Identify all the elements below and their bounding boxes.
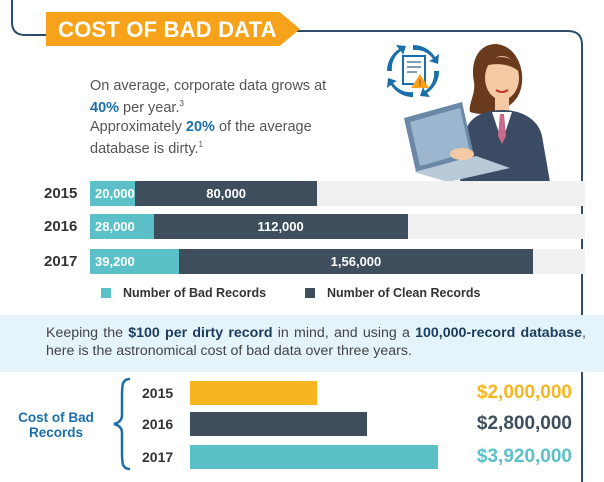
cost-bar <box>190 412 368 436</box>
bar-clean-value-label: 1,56,000 <box>330 254 382 269</box>
section-title-badge: COST OF BAD DATA <box>46 12 300 46</box>
year-label: 2016 <box>44 218 78 235</box>
legend-clean-records: Number of Clean Records <box>305 286 481 300</box>
cost-year-label: 2015 <box>142 385 174 401</box>
intro-line-2: Approximately 20% of the average databas… <box>90 118 330 158</box>
bar-clean-records <box>135 181 317 206</box>
band-text-part: in mind, and using a <box>272 325 416 341</box>
bar-bad-records <box>90 181 136 206</box>
info-band <box>0 315 604 372</box>
band-highlight: $100 per dirty record <box>128 325 273 341</box>
year-label: 2015 <box>44 185 78 202</box>
cost-value-label: $2,800,000 <box>476 413 572 434</box>
legend-bad-records: Number of Bad Records <box>101 286 266 300</box>
bar-bad-value-label: 39,200 <box>95 254 135 269</box>
intro-highlight: 20% <box>185 119 215 135</box>
bar-bad-value-label: 20,000 <box>95 186 135 201</box>
intro-text: On average, corporate data grows at <box>90 78 327 94</box>
legend-bad-swatch <box>101 288 111 298</box>
bar-bad-records <box>90 214 154 239</box>
bar-clean-records <box>153 214 408 239</box>
curly-brace <box>113 377 131 471</box>
cost-value-label: $3,920,000 <box>476 446 572 467</box>
cost-year-label: 2017 <box>142 449 174 465</box>
svg-text:!: ! <box>419 78 422 88</box>
year-label: 2017 <box>44 253 78 270</box>
band-text-part: Keeping the <box>46 325 129 341</box>
footnote-ref: 1 <box>198 140 203 149</box>
info-band-text: Keeping the $100 per dirty record in min… <box>46 324 586 360</box>
cost-bar <box>190 381 317 405</box>
intro-text: per year. <box>119 99 180 116</box>
woman-at-laptop-illustration <box>404 44 550 182</box>
bar-bad-value-label: 28,000 <box>95 219 135 234</box>
bar-clean-value-label: 112,000 <box>257 219 304 234</box>
bar-clean-value-label: 80,000 <box>206 186 247 201</box>
bar-clean-records <box>178 249 533 274</box>
intro-highlight: 40% <box>90 99 120 116</box>
data-document-icon: ! <box>386 44 440 98</box>
bar-bad-records <box>90 249 179 274</box>
cost-value-label: $2,000,000 <box>476 382 572 403</box>
cost-year-label: 2016 <box>142 416 174 432</box>
legend-clean-swatch <box>305 288 315 298</box>
section-title: COST OF BAD DATA <box>58 17 277 42</box>
legend-clean-label: Number of Clean Records <box>327 286 481 300</box>
legend-bad-label: Number of Bad Records <box>123 286 267 300</box>
cost-of-bad-records-label: Cost of Bad Records <box>18 410 94 440</box>
intro-text: of the average database is dirty. <box>90 119 312 157</box>
intro-text: Approximately <box>90 119 186 135</box>
intro-line-1: On average, corporate data grows at 40% … <box>90 77 330 117</box>
band-text-part: , here is the astronomical cost of bad d… <box>46 325 586 359</box>
cost-bar <box>190 445 438 469</box>
footnote-ref: 3 <box>179 99 184 108</box>
band-highlight: 100,000-record database <box>415 325 583 341</box>
